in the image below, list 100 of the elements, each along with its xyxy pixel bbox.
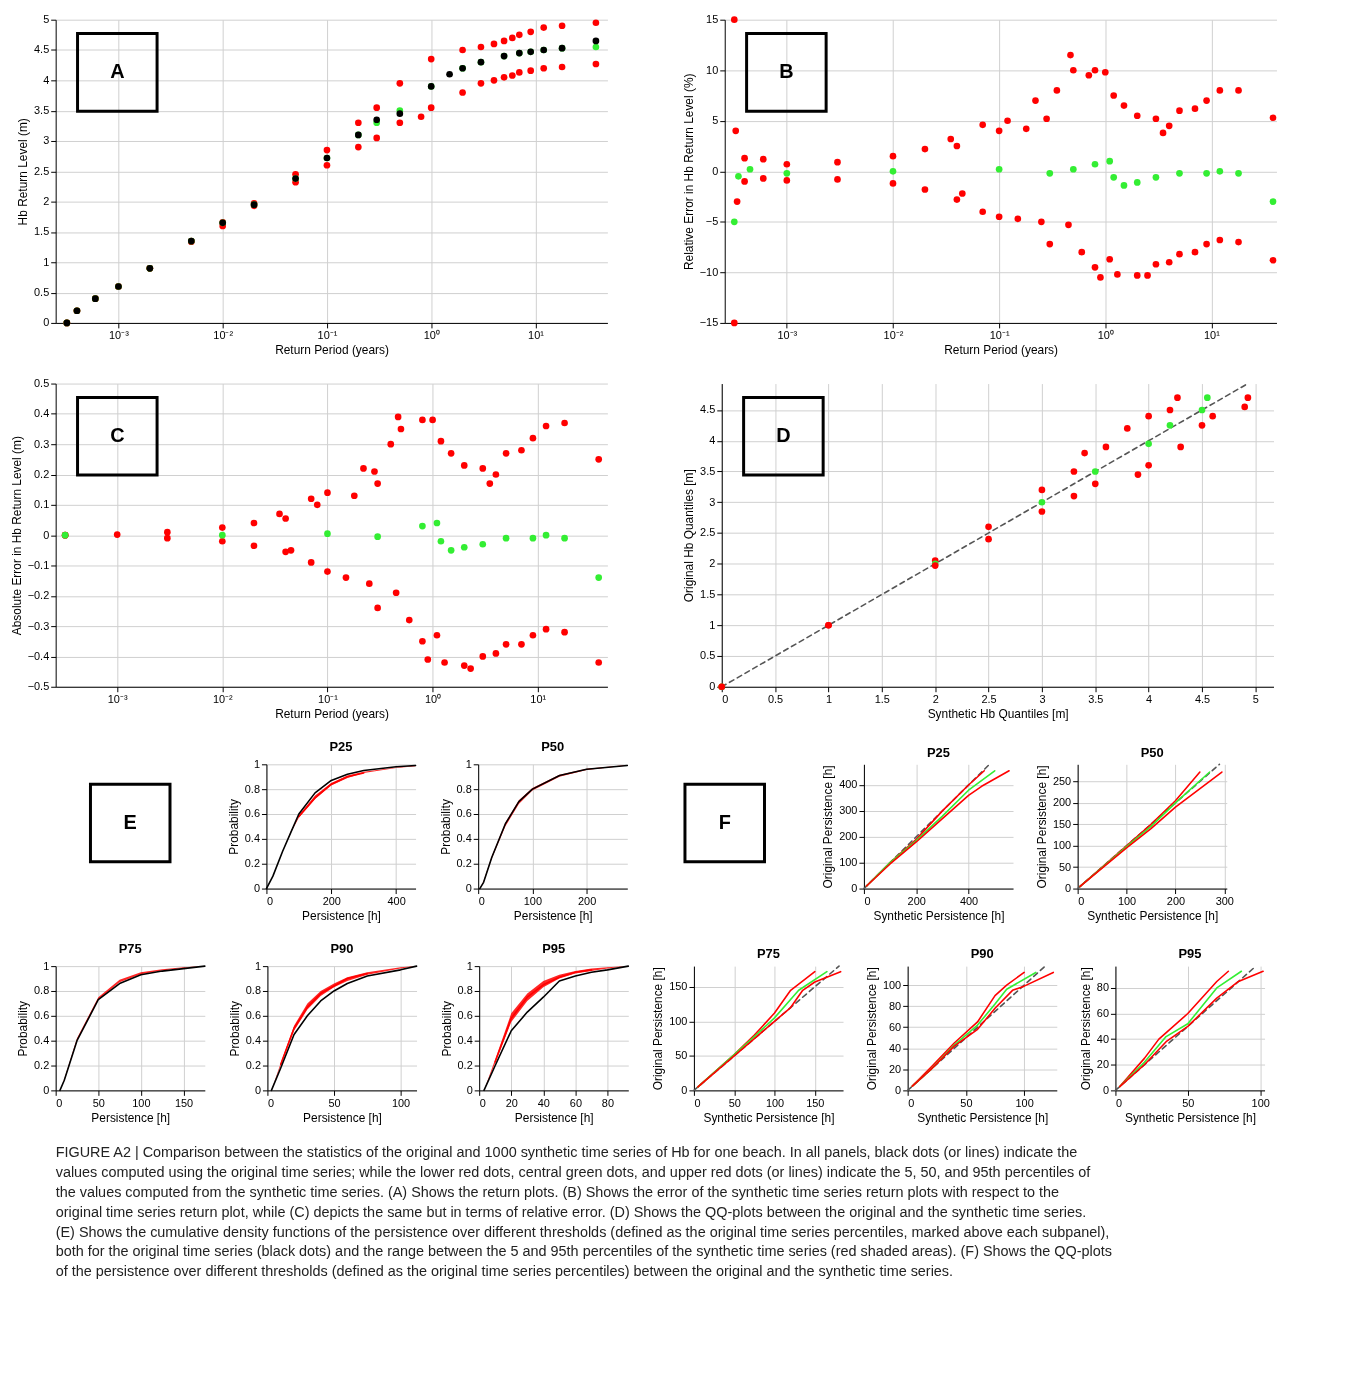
y-tick-label: 0.6 bbox=[244, 807, 260, 820]
y-axis-title: Original Persistence [h] bbox=[821, 765, 836, 889]
x-tick-label: 150 bbox=[806, 1096, 825, 1109]
y-tick-label: 0 bbox=[465, 882, 472, 895]
y-tick-label: 100 bbox=[1052, 839, 1072, 852]
y-axis-title: Probability bbox=[227, 1000, 242, 1057]
y-tick-label: 0 bbox=[895, 1083, 902, 1096]
x-tick-label: 5 bbox=[1252, 693, 1259, 706]
x-tick-label: 4 bbox=[1146, 693, 1153, 706]
y-axis-title: Probability bbox=[439, 1000, 454, 1057]
x-tick-label: 0 bbox=[478, 894, 485, 907]
y-tick-label: 80 bbox=[889, 999, 902, 1012]
y-tick-label: 3 bbox=[43, 134, 50, 147]
y-tick-label: 0 bbox=[253, 882, 260, 895]
y-tick-label: 1 bbox=[709, 618, 716, 631]
x-tick-label: 10⁻² bbox=[883, 329, 904, 342]
y-tick-label: −0.1 bbox=[27, 558, 50, 571]
caption: FIGURE A2 | Comparison between the statistics of the original and 1000 synthetic time series of Hb for one beach. In all panels, black dots (or lines) indicate the values computed using the original time series; while the lower red dots, central green dots, and upper red dots (or lines) indicate the 5, 50, and 95th percentiles of the values computed from the synthetic time series. (A) Shows the return plots. (B) Shows the error of the synthetic time series return plots with respect to the original time series return plot, while (C) depicts the same but in terms of relative error. (D) Shows the QQ-plots between the original and the synthetic time series. (E) Shows the cumulative density functions of the persistence over different thresholds (defined as the original time series percentiles, marked above each subpanel), both for the original time series (black dots) and the range between the 5 and 95th percentiles of the synthetic time series (red shaded areas). (F) Shows the QQ-plots of the persistence over different thresholds (defined as the original time series percentiles) between the original and the synthetic time series. bbox=[55, 1144, 1112, 1280]
y-tick-label: 60 bbox=[1096, 1007, 1109, 1019]
x-tick-label: 1.5 bbox=[874, 693, 890, 706]
x-axis-title: Synthetic Persistence [h] bbox=[703, 1110, 835, 1125]
chart-title: P90 bbox=[330, 941, 354, 957]
text: E bbox=[123, 810, 137, 833]
chart-title: P50 bbox=[541, 739, 565, 755]
x-tick-label: 10⁻³ bbox=[777, 329, 798, 342]
x-tick-label: 100 bbox=[1251, 1096, 1270, 1109]
y-tick-label: 2.5 bbox=[34, 164, 50, 177]
x-axis-title: Persistence [h] bbox=[513, 908, 593, 923]
y-tick-label: 150 bbox=[669, 980, 688, 993]
y-tick-label: 0 bbox=[681, 1083, 688, 1096]
y-tick-label: 250 bbox=[1052, 774, 1072, 787]
y-axis-title: Probability bbox=[438, 799, 453, 855]
y-tick-label: 2 bbox=[709, 557, 716, 570]
x-tick-label: 0 bbox=[1115, 1096, 1122, 1109]
x-axis-title: Synthetic Persistence [h] bbox=[1087, 908, 1219, 923]
y-tick-label: 4 bbox=[43, 73, 50, 86]
y-tick-label: 0.6 bbox=[456, 807, 472, 820]
x-axis-title: Synthetic Persistence [h] bbox=[1124, 1110, 1257, 1125]
x-tick-label: 60 bbox=[569, 1096, 582, 1109]
y-tick-label: 50 bbox=[675, 1049, 688, 1062]
y-tick-label: 0.6 bbox=[245, 1009, 261, 1022]
y-tick-label: 4.5 bbox=[700, 403, 716, 416]
x-tick-label: 1 bbox=[825, 693, 833, 706]
x-axis-title: Return Period (years) bbox=[944, 343, 1059, 358]
y-tick-label: 200 bbox=[839, 830, 858, 843]
y-tick-label: 5 bbox=[43, 13, 50, 26]
y-tick-label: 50 bbox=[1059, 860, 1072, 873]
chart-title: P75 bbox=[756, 946, 780, 962]
x-tick-label: 150 bbox=[174, 1096, 194, 1109]
x-tick-label: 0 bbox=[1078, 894, 1085, 907]
y-axis-title: Relative Error in Hb Return Level (%) bbox=[681, 73, 696, 271]
y-tick-label: 2.5 bbox=[700, 526, 716, 539]
y-tick-label: 15 bbox=[706, 13, 719, 26]
y-tick-label: 10 bbox=[706, 63, 719, 76]
x-tick-label: 100 bbox=[1117, 894, 1137, 907]
y-tick-label: −0.4 bbox=[27, 649, 50, 662]
x-tick-label: 0 bbox=[56, 1096, 63, 1109]
y-tick-label: 1.5 bbox=[700, 587, 716, 600]
y-axis-title: Original Persistence [h] bbox=[864, 967, 879, 1091]
x-tick-label: 10⁻² bbox=[213, 329, 234, 342]
x-axis-title: Synthetic Hb Quantiles [m] bbox=[927, 707, 1069, 722]
x-axis-title: Persistence [h] bbox=[302, 908, 381, 923]
y-tick-label: 400 bbox=[839, 778, 858, 791]
y-tick-label: 0 bbox=[254, 1083, 261, 1096]
y-tick-label: 80 bbox=[1096, 981, 1109, 994]
x-tick-label: 200 bbox=[1166, 894, 1186, 907]
x-tick-label: 100 bbox=[391, 1096, 411, 1109]
y-tick-label: −15 bbox=[699, 316, 719, 329]
y-tick-label: 0.4 bbox=[457, 1034, 473, 1047]
x-tick-label: 50 bbox=[328, 1096, 341, 1109]
y-tick-label: 0 bbox=[1065, 882, 1072, 895]
x-tick-label: 0 bbox=[479, 1096, 486, 1109]
y-tick-label: −0.2 bbox=[27, 589, 50, 602]
y-tick-label: 0.2 bbox=[456, 857, 472, 870]
y-axis-title: Hb Return Level (m) bbox=[16, 118, 31, 226]
x-tick-label: 10⁰ bbox=[425, 693, 442, 706]
x-tick-label: 200 bbox=[578, 894, 597, 907]
x-tick-label: 50 bbox=[92, 1096, 105, 1109]
y-tick-label: 0.5 bbox=[34, 377, 50, 390]
x-tick-label: 10¹ bbox=[530, 693, 547, 706]
x-tick-label: 2.5 bbox=[981, 693, 997, 706]
y-tick-label: 0.2 bbox=[34, 1059, 50, 1072]
y-axis-title: Absolute Error in Hb Return Level (m) bbox=[9, 436, 24, 636]
y-axis-title: Original Persistence [h] bbox=[1034, 765, 1049, 889]
y-tick-label: 1 bbox=[466, 959, 473, 972]
chart-title: P25 bbox=[926, 744, 950, 760]
y-tick-label: 1 bbox=[43, 255, 50, 268]
y-tick-label: 0.2 bbox=[457, 1059, 473, 1072]
y-axis-title: Probability bbox=[16, 1000, 31, 1057]
x-tick-label: 40 bbox=[537, 1096, 550, 1109]
x-tick-label: 400 bbox=[959, 894, 979, 907]
y-tick-label: 0.2 bbox=[244, 857, 260, 870]
y-tick-label: 1 bbox=[465, 757, 472, 770]
chart-title: P50 bbox=[1140, 744, 1164, 760]
annotation: B bbox=[779, 60, 794, 83]
y-tick-label: −0.3 bbox=[27, 619, 50, 632]
y-tick-label: 0 bbox=[466, 1083, 473, 1096]
x-axis-title: Return Period (years) bbox=[275, 343, 389, 358]
x-tick-label: 100 bbox=[132, 1096, 151, 1109]
x-tick-label: 100 bbox=[1015, 1096, 1034, 1109]
